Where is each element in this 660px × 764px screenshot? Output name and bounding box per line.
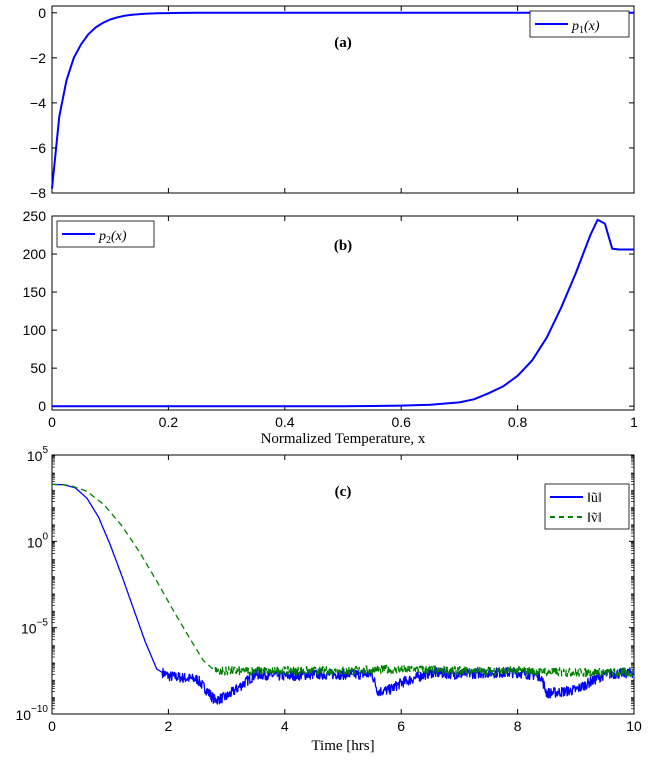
legend-a-label: p1(x) [571,19,600,36]
y-tick-label: 100 [27,531,49,550]
y-tick-label: 150 [23,284,47,300]
x-tick-label: 0 [48,718,56,734]
legend-c: ‖ũ‖ ‖ṽ‖ [544,483,630,530]
x-tick-label: 2 [165,718,173,734]
legend-c-label-v: ‖ṽ‖ [587,511,602,526]
x-tick-label: 4 [281,718,289,734]
axes-c-ticks: 0 2 4 6 8 10 105 100 10−5 10−10 [15,445,642,734]
panel-a-title: (a) [334,35,352,51]
legend-b: p2(x) [56,220,155,248]
x-tick-label: 0.8 [508,414,528,430]
y-tick-label: −8 [30,185,46,201]
legend-c-box [544,483,630,530]
x-tick-label: 8 [514,718,522,734]
x-tick-label: 6 [397,718,405,734]
legend-c-label-u: ‖ũ‖ [587,491,602,506]
x-tick-label: 0.2 [159,414,179,430]
axes-b-lines [52,218,634,408]
series-line-p1 [51,11,634,189]
y-tick-label: 0 [38,5,46,21]
y-tick-label: 100 [23,322,47,338]
legend-b-label: p2(x) [98,229,127,246]
y-tick-label: 0 [38,398,46,414]
legend-a: p1(x) [529,10,630,38]
axes-c-lines [51,483,635,705]
y-tick-label: −6 [30,140,46,156]
y-tick-label: 200 [23,246,47,262]
axes-b-frame [51,215,635,411]
x-tick-label: 0 [48,414,56,430]
series-line-v [51,483,635,678]
y-tick-label: 50 [30,360,46,376]
axes-c-xlabel: Time [hrs] [311,738,374,754]
y-tick-label: −4 [30,95,46,111]
y-tick-label: 10−10 [15,704,48,723]
x-tick-label: 10 [626,718,642,734]
y-tick-label: 250 [23,208,47,224]
series-line-p2 [52,218,634,408]
y-tick-label: 105 [27,445,49,464]
panel-b-title: (b) [334,238,352,254]
x-tick-label: 0.4 [275,414,295,430]
panel-c-title: (c) [335,484,352,500]
y-tick-label: −2 [30,50,46,66]
x-tick-label: 0.6 [391,414,411,430]
axes-b-xlabel: Normalized Temperature, x [261,431,426,447]
axes-b-ticks: 0 0.2 0.4 0.6 0.8 1 0 50 100 150 200 250 [23,208,638,430]
axes-a-lines [51,11,634,189]
panel-a: 0 −2 −4 −6 −8 (a) p1(x) [30,5,635,201]
x-tick-label: 1 [630,414,638,430]
panel-c: 0 2 4 6 8 10 105 100 10−5 10−10 (c) ‖ũ‖ ‖ṽ‖ Time … [15,445,642,754]
axes-a-ticks: 0 −2 −4 −6 −8 [30,5,635,201]
y-tick-label: 10−5 [21,618,48,637]
